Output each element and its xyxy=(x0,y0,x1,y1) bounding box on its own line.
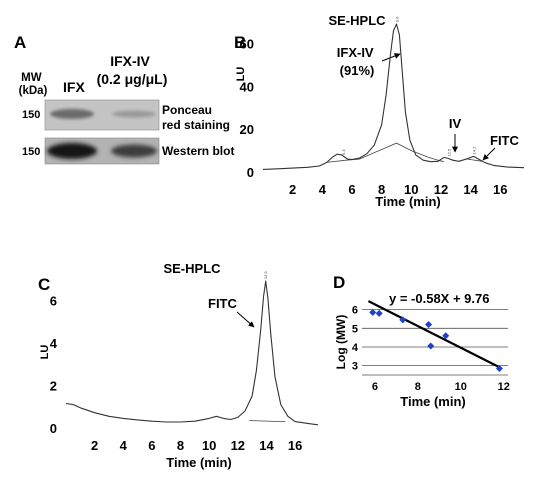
y-tick-label: 6 xyxy=(352,305,358,317)
x-tick-label: 6 xyxy=(372,381,378,393)
western-band-ifx xyxy=(47,143,97,159)
x-tick-label: 16 xyxy=(493,182,507,197)
lane-label-ifx-iv: IFX-IV (0.2 μg/μL) xyxy=(97,53,168,87)
panel-b-xlabel: Time (min) xyxy=(375,194,441,209)
chromatogram-b: 0 20 40 60 2 4 6 8 10 12 14 16 5.4 9.0 12.5 14.2 xyxy=(240,16,525,197)
y-tick-label: 4 xyxy=(50,336,58,351)
y-tick-label: 60 xyxy=(240,36,254,51)
x-tick-label: 12 xyxy=(498,381,510,393)
panel-c: C SE-HPLC LU Time (min) FITC 0 2 4 6 2 4 6 8 10 1… xyxy=(38,261,319,470)
data-point-marker xyxy=(442,332,450,340)
lane-label-ifx: IFX xyxy=(63,79,85,95)
x-tick-label: 14 xyxy=(259,438,274,453)
peak-retention-tag: 12.5 xyxy=(446,148,451,157)
y-tick-label: 0 xyxy=(247,165,254,180)
panel-d-equation: y = -0.58X + 9.76 xyxy=(389,291,489,306)
western-band-ifx-iv xyxy=(111,144,157,158)
y-tick-label: 3 xyxy=(352,361,358,373)
panel-b-ylabel: LU xyxy=(235,67,247,82)
panel-c-xlabel: Time (min) xyxy=(166,455,232,470)
chromatogram-c: 0 2 4 6 2 4 6 8 10 12 14 16 13.9 xyxy=(50,271,319,453)
ponceau-caption-line-1: Ponceau xyxy=(162,103,212,117)
standard-curve-d: 3 4 5 6 6 8 10 12 xyxy=(352,300,510,393)
x-tick-label: 6 xyxy=(348,182,355,197)
western-caption: Western blot xyxy=(162,144,234,158)
panel-a-letter: A xyxy=(14,33,26,52)
western-caption-line-1: Western blot xyxy=(162,144,234,158)
panel-d-letter: D xyxy=(333,273,345,292)
panel-d-ylabel: Log (MW) xyxy=(334,315,348,370)
y-tick-label: 20 xyxy=(240,122,254,137)
data-point-marker xyxy=(369,308,377,316)
integration-baseline xyxy=(326,142,444,163)
arrow-fitc xyxy=(482,147,496,161)
ponceau-band-ifx xyxy=(50,109,94,119)
lane-label-ifx-iv-line-1: IFX-IV xyxy=(110,53,150,69)
data-point-marker xyxy=(375,309,383,317)
annotation-ifx-iv-line-1: IFX-IV xyxy=(337,45,374,60)
y-tick-label: 0 xyxy=(50,421,57,436)
peak-retention-tag: 5.4 xyxy=(341,149,346,155)
data-point-marker xyxy=(495,364,503,372)
ponceau-caption: Ponceau red staining xyxy=(162,103,230,132)
x-tick-label: 12 xyxy=(231,438,245,453)
western-mw: 150 xyxy=(22,146,40,158)
x-tick-label: 4 xyxy=(120,438,128,453)
regression-line xyxy=(367,300,501,369)
ponceau-mw: 150 xyxy=(22,109,40,121)
x-tick-label: 6 xyxy=(148,438,155,453)
y-tick-label: 2 xyxy=(50,378,57,393)
data-point-marker xyxy=(399,316,407,324)
x-tick-label: 8 xyxy=(177,438,184,453)
chromatogram-trace xyxy=(262,23,525,170)
peak-retention-tag: 9.0 xyxy=(394,16,399,22)
panel-b-annotation-fitc: FITC xyxy=(490,133,519,148)
ponceau-caption-line-2: red staining xyxy=(162,118,230,132)
arrow-ifx-iv xyxy=(381,53,401,62)
lane-label-ifx-iv-line-2: (0.2 μg/μL) xyxy=(97,71,168,87)
x-tick-label: 12 xyxy=(434,182,448,197)
x-tick-label: 10 xyxy=(404,182,418,197)
panel-d-xlabel: Time (min) xyxy=(400,394,466,409)
data-point-marker xyxy=(427,342,435,350)
chromatogram-trace xyxy=(65,280,319,426)
x-tick-label: 10 xyxy=(202,438,216,453)
y-tick-label: 4 xyxy=(352,342,359,354)
x-tick-label: 8 xyxy=(415,381,421,393)
panel-b-annotation-ifx-iv: IFX-IV (91%) xyxy=(337,45,377,78)
panel-c-title: SE-HPLC xyxy=(163,261,221,276)
mw-label: MW (kDa) xyxy=(19,72,48,97)
panel-c-letter: C xyxy=(38,275,50,294)
panel-b-letter: B xyxy=(234,33,246,52)
arrow-fitc-c xyxy=(236,311,255,328)
y-tick-label: 40 xyxy=(240,79,254,94)
x-tick-label: 14 xyxy=(463,182,478,197)
peak-retention-tag: 13.9 xyxy=(263,271,268,280)
ponceau-band-ifx-iv xyxy=(112,110,156,118)
peak-retention-tag: 14.2 xyxy=(472,146,477,155)
x-tick-label: 16 xyxy=(288,438,302,453)
x-tick-label: 2 xyxy=(289,182,296,197)
integration-baseline xyxy=(467,158,483,162)
panel-d: D y = -0.58X + 9.76 Log (MW) Time (min) … xyxy=(333,273,510,409)
x-tick-label: 8 xyxy=(378,182,385,197)
panel-c-annotation-fitc: FITC xyxy=(208,296,237,311)
panel-b-title: SE-HPLC xyxy=(328,13,386,28)
panel-b-annotation-iv: IV xyxy=(449,116,462,131)
mw-label-line-2: (kDa) xyxy=(19,85,48,97)
panel-a: A MW (kDa) IFX IFX-IV (0.2 μg/μL) 150 Po… xyxy=(14,33,234,165)
mw-label-line-1: MW xyxy=(21,72,42,84)
panel-c-ylabel: LU xyxy=(39,345,51,360)
integration-baseline xyxy=(249,420,286,422)
data-point-marker xyxy=(425,321,433,329)
panel-b: B SE-HPLC LU Time (min) IFX-IV (91%) IV … xyxy=(234,13,525,209)
x-tick-label: 4 xyxy=(319,182,327,197)
y-tick-label: 6 xyxy=(50,293,57,308)
annotation-ifx-iv-line-2: (91%) xyxy=(340,63,375,78)
x-tick-label: 10 xyxy=(455,381,467,393)
x-tick-label: 2 xyxy=(91,438,98,453)
y-tick-label: 5 xyxy=(352,323,358,335)
